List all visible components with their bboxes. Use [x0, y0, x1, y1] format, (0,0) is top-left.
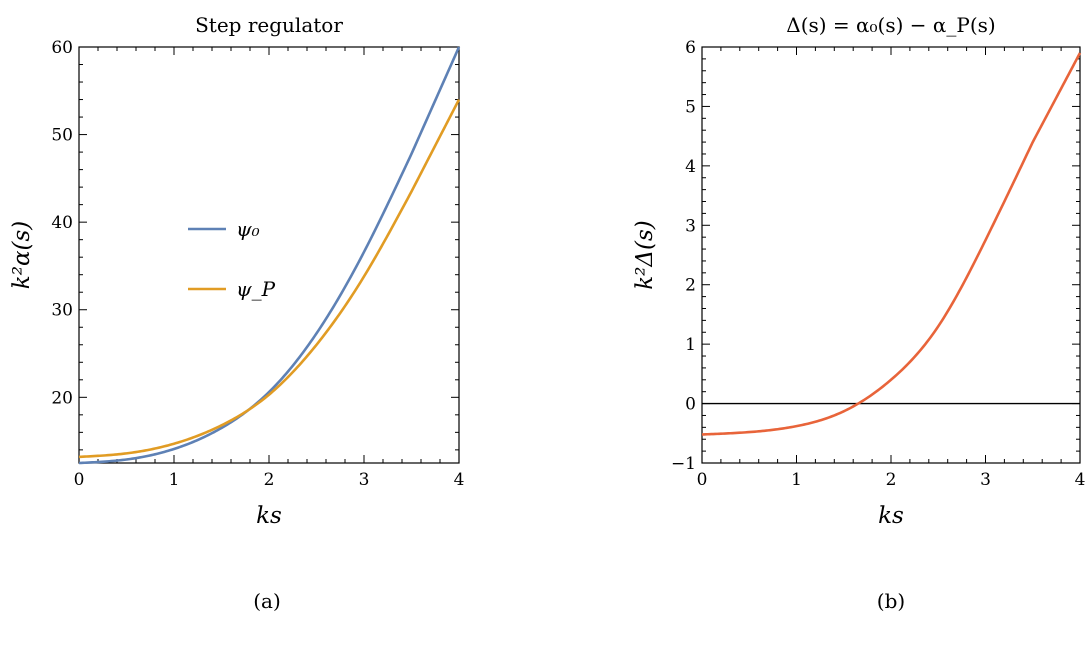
y-axis-title-b: k²Δ(s) — [632, 220, 658, 290]
series-line-b-0 — [701, 52, 1082, 436]
legend-label: ψ₀ — [236, 217, 260, 241]
chart-title-b: Δ(s) = α₀(s) − α_P(s) — [786, 13, 995, 37]
series-line-a-1 — [78, 98, 461, 459]
x-tick-label: 0 — [74, 470, 85, 490]
y-tick-label: 6 — [685, 38, 696, 58]
y-axis-title-a: k²α(s) — [9, 221, 35, 289]
x-tick-label: 1 — [169, 470, 180, 490]
y-tick-label: 20 — [51, 388, 73, 408]
y-tick-label: 50 — [51, 126, 73, 146]
plot-frame-a — [78, 46, 460, 464]
x-tick-label: 4 — [454, 470, 465, 490]
panel-label-a: (a) — [253, 589, 281, 613]
legend-label: ψ_P — [236, 277, 276, 301]
x-tick-label: 0 — [697, 470, 708, 490]
y-tick-label: 60 — [51, 38, 73, 58]
x-tick-label: 4 — [1075, 470, 1085, 490]
x-tick-label: 3 — [980, 470, 991, 490]
x-tick-label: 2 — [264, 470, 275, 490]
chart-title-a: Step regulator — [195, 13, 343, 37]
x-tick-label: 1 — [791, 470, 802, 490]
panel-label-b: (b) — [877, 589, 905, 613]
y-tick-label: 40 — [51, 213, 73, 233]
x-tick-label: 2 — [886, 470, 897, 490]
plot-frame-b — [701, 46, 1081, 464]
y-tick-label: 30 — [51, 301, 73, 321]
y-tick-label: 3 — [685, 216, 696, 236]
chart-panel-a: Step regulator 0 1 2 3 4 20 30 40 50 60 ks k²α(s) ψ₀ ψ… — [9, 13, 464, 613]
y-tick-label: 5 — [685, 97, 696, 117]
chart-panel-b: Δ(s) = α₀(s) − α_P(s)0 1 2 3 4−10123456ksk²Δ… — [632, 13, 1085, 613]
y-tick-label: −1 — [671, 454, 696, 474]
y-tick-label: 0 — [685, 395, 696, 415]
series-line-a-0 — [78, 46, 461, 465]
x-axis-title-a: ks — [256, 503, 282, 529]
y-tick-label: 4 — [685, 157, 696, 177]
y-tick-label: 2 — [685, 276, 696, 296]
y-tick-label: 1 — [685, 335, 696, 355]
x-axis-title-b: ks — [878, 503, 904, 529]
x-tick-label: 3 — [359, 470, 370, 490]
